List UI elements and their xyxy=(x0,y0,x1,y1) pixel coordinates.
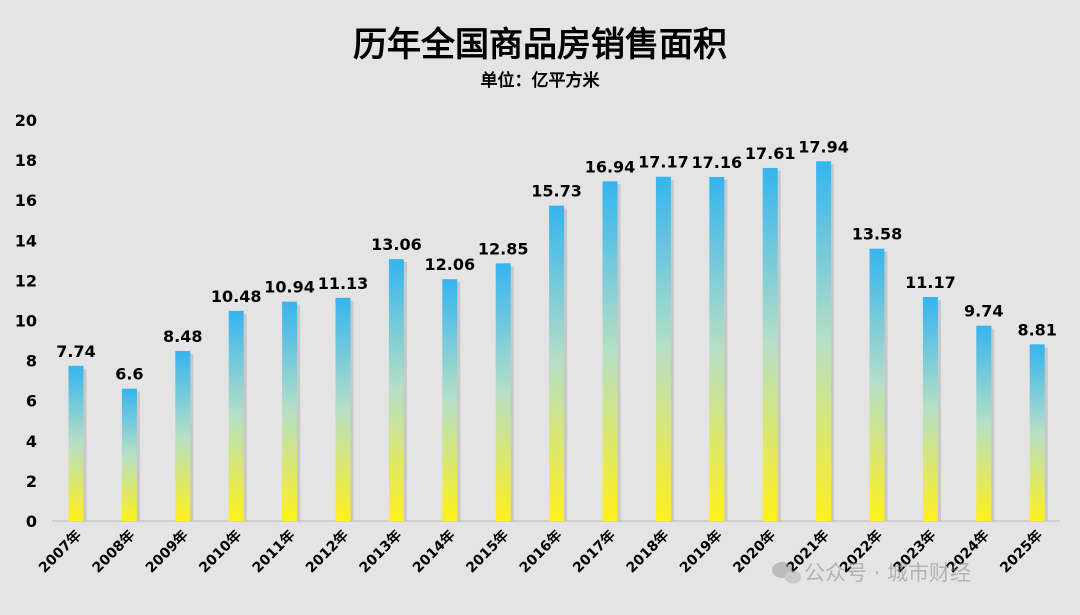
x-tick-label: 2025年 xyxy=(997,527,1046,576)
x-tick-label: 2019年 xyxy=(676,527,725,576)
bar-value-label: 15.73 xyxy=(531,182,582,201)
bar-value-label: 8.48 xyxy=(163,327,202,346)
x-tick-label: 2020年 xyxy=(730,527,779,576)
bar xyxy=(335,297,351,521)
bar xyxy=(442,279,458,521)
bar-value-label: 6.6 xyxy=(115,365,143,384)
bar xyxy=(388,259,404,521)
bar xyxy=(762,167,778,521)
x-tick-label: 2009年 xyxy=(142,527,191,576)
y-tick-label: 0 xyxy=(26,512,37,531)
bar-value-label: 17.17 xyxy=(638,153,689,172)
y-tick-label: 16 xyxy=(15,191,37,210)
y-tick-label: 2 xyxy=(26,472,37,491)
bar-value-label: 12.06 xyxy=(424,255,475,274)
bar-value-label: 10.94 xyxy=(264,278,315,297)
y-tick-label: 14 xyxy=(15,231,37,250)
y-tick-label: 6 xyxy=(26,392,37,411)
bar xyxy=(869,248,885,521)
x-tick-label: 2015年 xyxy=(463,527,512,576)
bar-value-label: 11.17 xyxy=(905,273,956,292)
x-tick-label: 2011年 xyxy=(249,527,298,576)
x-tick-label: 2007年 xyxy=(35,527,84,576)
bar xyxy=(1029,344,1045,521)
y-tick-label: 10 xyxy=(15,312,37,331)
chart-subtitle: 单位：亿平方米 xyxy=(481,70,601,91)
x-tick-label: 2008年 xyxy=(89,527,138,576)
bar xyxy=(709,176,725,521)
bar xyxy=(228,310,244,521)
bar-value-label: 17.61 xyxy=(745,144,796,163)
bar xyxy=(922,297,938,521)
bar xyxy=(976,325,992,521)
bar-value-label: 7.74 xyxy=(56,342,95,361)
bar-value-label: 12.85 xyxy=(478,239,529,258)
y-tick-label: 20 xyxy=(15,111,37,130)
chart-title: 历年全国商品房销售面积 xyxy=(353,25,727,65)
bar-value-label: 17.94 xyxy=(798,137,849,156)
bar-value-label: 11.13 xyxy=(318,274,369,293)
x-tick-label: 2010年 xyxy=(196,527,245,576)
y-tick-label: 8 xyxy=(26,352,37,371)
bar xyxy=(549,205,565,521)
y-axis: 0 2 4 6 8 10 12 14 16 18 20 xyxy=(15,111,37,531)
y-tick-label: 18 xyxy=(15,151,37,170)
bar-value-label: 8.81 xyxy=(1017,320,1056,339)
y-tick-label: 4 xyxy=(26,432,37,451)
bar xyxy=(655,176,671,521)
bar xyxy=(816,161,832,522)
x-tick-label: 2018年 xyxy=(623,527,672,576)
bar-value-label: 9.74 xyxy=(964,302,1003,321)
bar xyxy=(282,301,298,521)
bar-value-label: 13.06 xyxy=(371,235,422,254)
bar xyxy=(68,365,84,521)
x-tick-label: 2016年 xyxy=(516,527,565,576)
x-tick-label: 2013年 xyxy=(356,527,405,576)
x-tick-label: 2017年 xyxy=(569,527,618,576)
bar-value-label: 16.94 xyxy=(585,157,636,176)
bar-value-label: 13.58 xyxy=(852,225,903,244)
x-tick-label: 2012年 xyxy=(302,527,351,576)
bar-value-label: 10.48 xyxy=(211,287,262,306)
bars: 7.74 6.6 8.48 10.48 10.94 11.13 13.0612.0612.8… xyxy=(56,137,1057,522)
bar xyxy=(495,263,511,521)
bar xyxy=(175,350,191,521)
bar-value-label: 17.16 xyxy=(691,153,742,172)
y-tick-label: 12 xyxy=(15,271,37,290)
watermark-text: 公众号 · 城市财经 xyxy=(804,561,971,585)
watermark: 公众号 · 城市财经 xyxy=(772,561,971,585)
x-tick-label: 2014年 xyxy=(409,527,458,576)
bar xyxy=(121,388,137,521)
wechat-icon xyxy=(772,562,801,584)
bar xyxy=(602,181,618,521)
